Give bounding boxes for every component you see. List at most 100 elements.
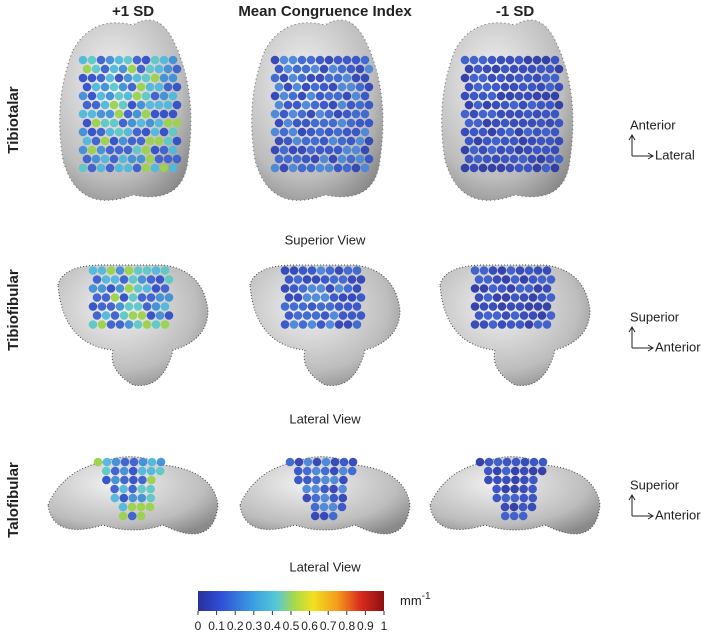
contact-point (329, 466, 339, 476)
contact-point (285, 457, 295, 467)
contact-point (483, 466, 493, 476)
contact-point (172, 136, 182, 146)
contact-point (301, 154, 311, 164)
contact-point (505, 127, 515, 137)
contact-point (294, 457, 304, 467)
contact-point (96, 163, 106, 173)
contact-point (311, 466, 321, 476)
contact-point (325, 266, 335, 275)
contact-point (168, 55, 178, 65)
contact-point (355, 82, 365, 92)
contact-point (483, 275, 493, 284)
contact-point (270, 127, 280, 137)
contact-point (127, 154, 137, 164)
contact-point (542, 266, 552, 275)
contact-point (124, 320, 134, 329)
contact-point (283, 82, 293, 92)
colorbar-tick-label: 1 (381, 619, 388, 633)
contact-point (518, 100, 528, 110)
contact-point (501, 275, 511, 284)
contact-point (315, 145, 325, 155)
contact-point (505, 73, 515, 83)
contact-point (334, 284, 344, 293)
contact-point (514, 91, 524, 101)
contact-point (333, 145, 343, 155)
contact-point (146, 311, 156, 320)
contact-point (136, 64, 146, 74)
contact-point (529, 457, 539, 467)
contact-point (519, 484, 528, 494)
contact-point (509, 118, 519, 128)
contact-point (133, 302, 143, 311)
contact-point (493, 475, 502, 485)
contact-point (497, 302, 507, 311)
contact-point (505, 109, 515, 119)
contact-point (491, 118, 501, 128)
contact-point (283, 118, 293, 128)
contact-point (342, 127, 352, 137)
contact-point (333, 91, 343, 101)
contact-point (537, 293, 547, 302)
contact-point (546, 293, 556, 302)
contact-point (532, 163, 542, 173)
contact-point (355, 154, 365, 164)
contact-point (127, 502, 137, 512)
contact-point (141, 127, 151, 137)
contact-point (347, 311, 357, 320)
contact-point (469, 127, 479, 137)
contact-point (514, 127, 524, 137)
contact-point (306, 109, 316, 119)
contact-point (500, 64, 510, 74)
contact-point (482, 100, 492, 110)
contact-point (546, 311, 556, 320)
contact-point (523, 73, 533, 83)
contact-point (501, 311, 511, 320)
contact-point (528, 484, 537, 494)
contact-point (111, 457, 121, 467)
contact-point (545, 82, 555, 92)
contact-point (321, 475, 330, 485)
contact-point (343, 302, 353, 311)
contact-point (474, 311, 484, 320)
contact-point (78, 109, 88, 119)
contact-point (469, 55, 479, 65)
contact-point (337, 82, 347, 92)
contact-point (545, 64, 555, 74)
colorbar-tick-label: 0.8 (338, 619, 355, 633)
contact-point (288, 127, 298, 137)
contact-point (515, 302, 525, 311)
contact-point (128, 293, 138, 302)
axis-up-label: Anterior (630, 117, 676, 132)
contact-point (310, 154, 320, 164)
contact-point (91, 82, 101, 92)
contact-point (315, 91, 325, 101)
contact-point (301, 64, 311, 74)
contact-point (297, 73, 307, 83)
contact-point (337, 502, 347, 512)
contact-point (123, 163, 133, 173)
contact-point (360, 145, 370, 155)
contact-point (270, 109, 280, 119)
contact-point (355, 136, 365, 146)
contact-point (510, 275, 520, 284)
contact-point (159, 163, 169, 173)
contact-point (288, 145, 298, 155)
contact-point (119, 466, 129, 476)
contact-point (460, 163, 470, 173)
contact-point (279, 127, 289, 137)
contact-point (333, 109, 343, 119)
contact-point (360, 109, 370, 119)
contact-point (311, 484, 320, 494)
contact-point (100, 100, 110, 110)
contact-point (496, 127, 506, 137)
contact-point (541, 91, 551, 101)
contact-point (542, 302, 552, 311)
contact-point (124, 302, 134, 311)
contact-point (92, 311, 102, 320)
axis-right-label: Anterior (655, 507, 701, 522)
contact-point (356, 293, 366, 302)
contact-point (141, 145, 151, 155)
contact-point (518, 502, 528, 512)
contact-point (492, 493, 502, 503)
contact-point (315, 163, 325, 173)
